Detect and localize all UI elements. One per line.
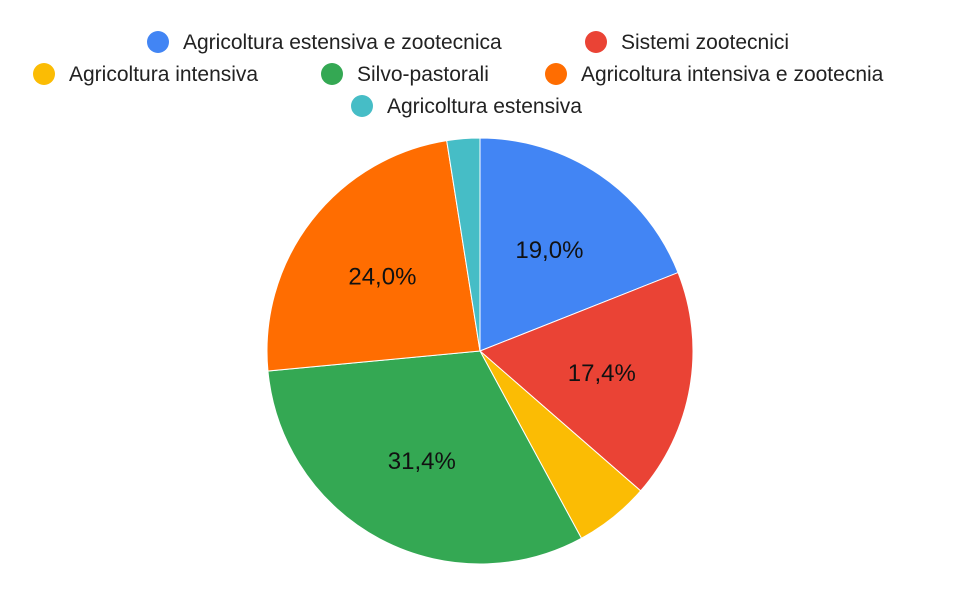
data-labels: 19,0% 17,4% 31,4% 24,0% [348, 237, 635, 475]
slice-data-label: 31,4% [388, 448, 456, 475]
legend-label: Sistemi zootecnici [621, 31, 789, 54]
legend-label: Agricoltura intensiva [69, 63, 258, 86]
legend-item: Agricoltura intensiva e zootecnia [545, 63, 884, 86]
legend-item: Agricoltura intensiva [33, 63, 258, 86]
legend-swatch [351, 95, 373, 117]
legend: Agricoltura estensiva e zootecnica Sistem… [33, 31, 884, 118]
slice-data-label: 24,0% [348, 263, 416, 290]
pie-slice [479, 271, 694, 492]
pie-slice [479, 137, 679, 352]
legend-item: Sistemi zootecnici [585, 31, 789, 54]
legend-item: Silvo-pastorali [321, 63, 489, 86]
legend-swatch [33, 63, 55, 85]
pie-slice [446, 137, 481, 352]
legend-swatch [585, 31, 607, 53]
slice-data-label: 17,4% [568, 360, 636, 387]
legend-label: Agricoltura estensiva [387, 95, 582, 118]
legend-item: Agricoltura estensiva [351, 95, 582, 118]
legend-swatch [321, 63, 343, 85]
legend-swatch [147, 31, 169, 53]
legend-label: Silvo-pastorali [357, 63, 489, 86]
legend-label: Agricoltura intensiva e zootecnia [581, 63, 884, 86]
legend-item: Agricoltura estensiva e zootecnica [147, 31, 502, 54]
legend-swatch [545, 63, 567, 85]
pie-slices [266, 137, 694, 565]
pie-slice [267, 350, 583, 565]
legend-label: Agricoltura estensiva e zootecnica [183, 31, 502, 54]
pie-slice [266, 140, 481, 372]
slice-data-label: 19,0% [515, 237, 583, 264]
